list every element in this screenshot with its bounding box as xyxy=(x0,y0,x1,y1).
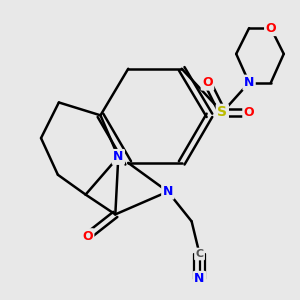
Text: O: O xyxy=(266,22,276,34)
Text: O: O xyxy=(244,106,254,119)
Text: C: C xyxy=(196,249,204,259)
Text: O: O xyxy=(82,230,93,243)
Text: N: N xyxy=(113,150,124,164)
Text: N: N xyxy=(194,272,205,285)
Text: S: S xyxy=(217,105,227,119)
Text: O: O xyxy=(202,76,213,89)
Text: N: N xyxy=(244,76,254,89)
Text: N: N xyxy=(163,185,173,198)
